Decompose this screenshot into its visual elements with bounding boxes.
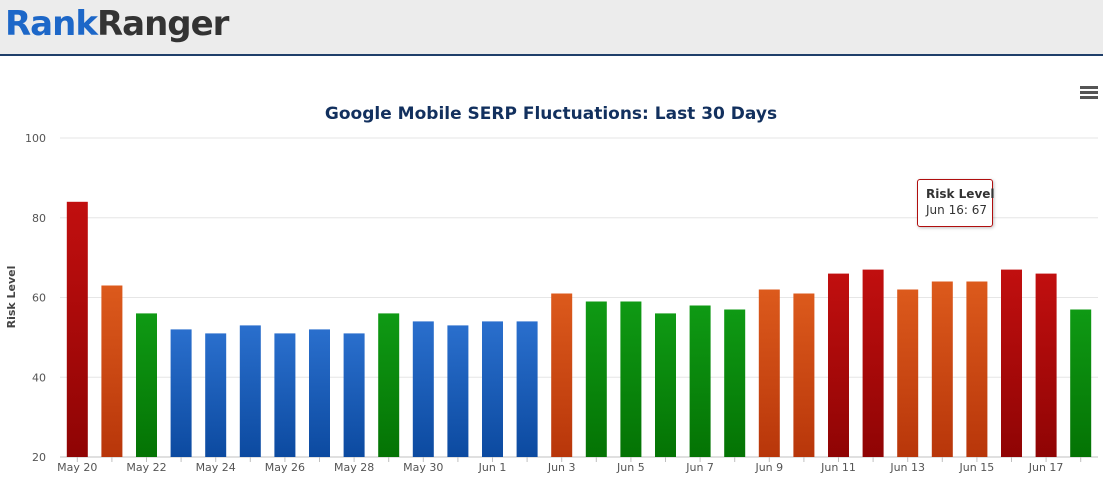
logo-part-rank: Rank [5,4,98,44]
bar-tooltip: Risk Level Jun 16: 67 [917,179,995,227]
x-tick-label: Jun 9 [754,461,783,474]
hamburger-menu-icon-bar [1080,91,1098,94]
x-tick-label: Jun 5 [616,461,645,474]
y-tick-label: 80 [32,212,46,225]
bar-jun-10[interactable] [793,293,815,458]
bar-jun-17[interactable] [1035,273,1057,457]
bar-jun-3[interactable] [551,293,573,458]
bar-jun-16[interactable] [1001,269,1022,457]
x-tick-label: May 22 [126,461,166,474]
logo-part-ranger: Ranger [96,4,229,44]
bar-jun-14[interactable] [931,281,953,458]
tooltip-text: Jun 16: 67 [926,203,987,217]
bar-jun-5[interactable] [620,301,642,458]
x-tick-label: May 26 [265,461,305,474]
x-tick-label: May 24 [196,461,236,474]
bar-may-26[interactable] [274,333,296,457]
x-tick-label: Jun 13 [889,461,925,474]
site-header: RankRanger [0,0,1103,56]
x-tick-label: Jun 3 [547,461,576,474]
y-tick-label: 100 [25,132,46,145]
bar-may-25[interactable] [239,325,261,457]
x-tick-label: May 30 [403,461,443,474]
x-tick-label: Jun 1 [478,461,507,474]
bar-jun-18[interactable] [1070,309,1092,458]
x-tick-label: Jun 11 [820,461,856,474]
bar-may-27[interactable] [309,329,330,457]
chart-menu-button[interactable] [1078,84,1100,104]
bar-jun-4[interactable] [585,301,607,458]
bar-may-20[interactable] [66,201,88,457]
x-tick-label: Jun 17 [1028,461,1064,474]
bar-jun-12[interactable] [862,269,884,457]
bar-jun-1[interactable] [482,321,503,457]
x-tick-label: Jun 15 [959,461,995,474]
bar-jun-11[interactable] [828,273,849,457]
bars [66,201,1092,458]
bar-jun-13[interactable] [897,289,919,458]
bar-may-21[interactable] [101,285,123,458]
bar-may-28[interactable] [343,333,365,457]
bar-may-23[interactable] [170,329,192,457]
y-axis-title: Risk Level [5,266,18,329]
chart-container: 20 40 60 80 100 May 20 May 22 May 24 May 26 May 2… [0,56,1103,482]
y-tick-label: 60 [32,292,46,305]
bar-jun-2[interactable] [516,321,538,457]
bar-jun-6[interactable] [655,313,676,457]
chart-title: Google Mobile SERP Fluctuations: Last 30… [325,104,777,124]
bar-jun-9[interactable] [758,289,780,458]
serp-fluctuation-chart: 20 40 60 80 100 May 20 May 22 May 24 May 26 May 2… [5,104,1098,474]
x-tick-label: May 28 [334,461,374,474]
hamburger-menu-icon [1080,86,1098,89]
x-tick-label: May 20 [57,461,97,474]
tooltip-title: Risk Level [926,187,995,201]
rankranger-logo[interactable]: RankRanger [5,4,229,44]
bar-jun-8[interactable] [724,309,746,458]
bar-may-22[interactable] [136,313,157,457]
bar-jun-7[interactable] [689,305,711,458]
bar-may-31[interactable] [447,325,469,457]
bar-may-29[interactable] [378,313,400,457]
y-tick-label: 40 [32,371,46,384]
y-tick-label: 20 [32,451,46,464]
hamburger-menu-icon-bar [1080,96,1098,99]
axes: 20 40 60 80 100 May 20 May 22 May 24 May 26 May 2… [25,132,1082,474]
bar-may-24[interactable] [205,333,227,457]
x-tick-label: Jun 7 [685,461,714,474]
bar-may-30[interactable] [412,321,434,457]
bar-jun-15[interactable] [966,281,988,458]
